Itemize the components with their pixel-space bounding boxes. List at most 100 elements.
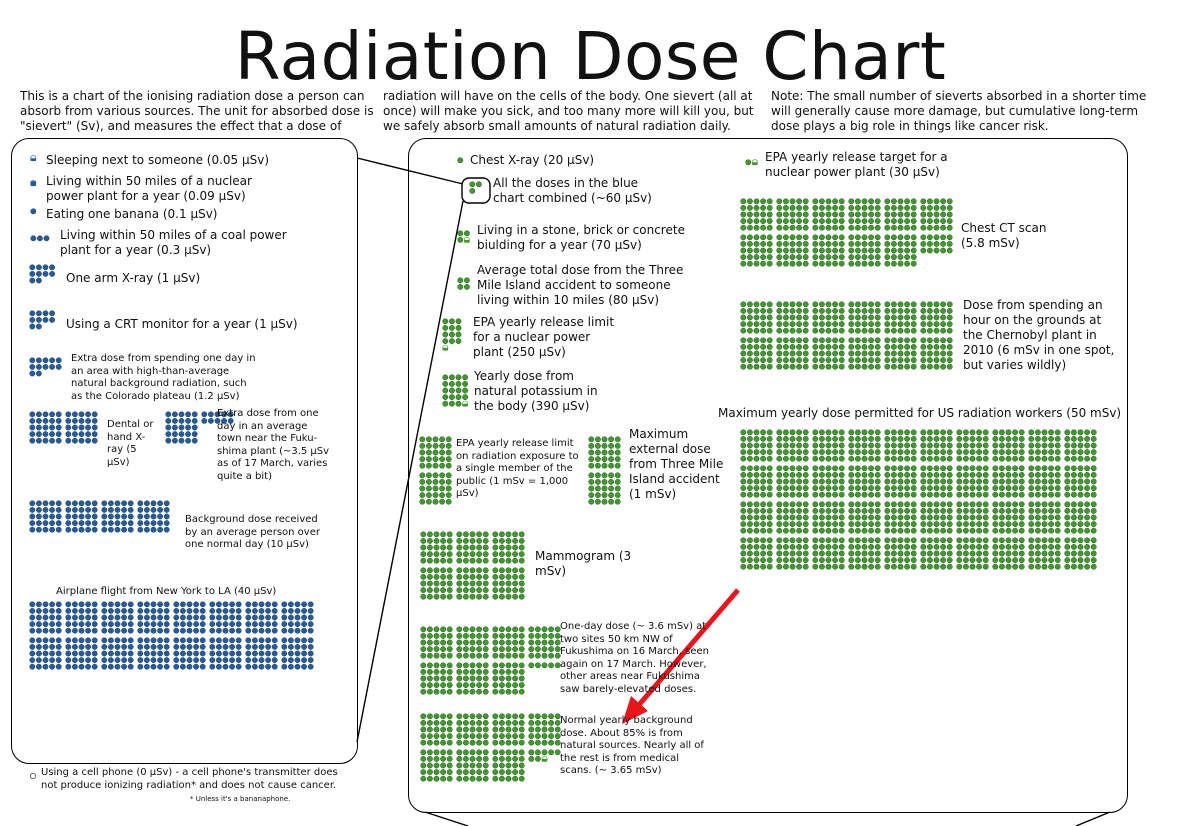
airplane-dot [245,657,252,663]
background-day-dot [137,506,144,513]
us-workers-dot [1041,485,1048,491]
us-workers-dot [802,435,809,442]
us-workers-dot [1041,501,1048,508]
us-workers-dot [999,465,1005,472]
background-day-dot [49,513,55,520]
us-workers-dot [1048,527,1055,534]
mammogram-dot [476,580,482,587]
us-workers-dot [910,514,917,521]
label-blue-combined: All the doses in the blue chart combined… [493,176,652,205]
airplane-dot [85,614,92,621]
mammogram-dot [462,567,469,574]
us-workers-dot [838,501,845,508]
airplane-dot [65,601,72,608]
background-day-dot [29,520,36,526]
us-workers-dot [1054,442,1061,449]
mammogram-dot [426,538,433,544]
us-workers-dot [861,455,868,462]
chest-ct-dot [855,198,861,205]
chest-ct-dot [832,240,838,247]
us-workers-dot [832,429,838,436]
us-workers-dot [1084,527,1091,534]
fukushima-sites-dot [492,633,499,639]
us-workers-dot [1018,442,1025,449]
background-day-dot [137,500,144,507]
us-workers-dot [789,471,796,478]
fukushima-sites-dot [512,662,518,669]
airplane-dot [222,644,229,650]
potassium-dot [462,394,468,400]
us-workers-dot [1090,429,1097,436]
three-mile-max-dot [608,456,614,462]
label-fukushima-sites: One-day dose (~ 3.6 mSv) at two sites 50… [560,621,709,695]
airplane-dot [199,637,206,644]
airplane-dot [127,663,134,670]
us-workers-dot [783,455,789,462]
us-workers-dot [999,507,1005,514]
us-workers-dot [740,435,747,442]
airplane-dot [307,650,314,657]
us-workers-dot [861,557,868,563]
chest-ct-dot [904,198,910,205]
mammogram-dot [518,587,525,593]
normal-background-dot [535,720,541,726]
us-workers-dot [999,563,1005,570]
normal-background-dot [420,726,427,733]
background-day-dot [163,513,170,520]
chernobyl-dot [897,314,904,321]
airplane-dot [229,657,236,663]
us-workers-dot [766,485,773,491]
fukushima-town-dot [207,417,214,424]
normal-background-dot [554,733,561,739]
chernobyl-dot [910,301,917,308]
normal-background-dot [541,739,548,746]
chest-ct-dot [776,211,783,218]
us-workers-dot [753,501,760,508]
mammogram-dot [469,531,476,538]
crt-dot [42,316,49,323]
epa-limit-plant-dot [442,338,449,344]
airplane-dot [101,614,108,621]
us-workers-dot [999,544,1005,550]
us-workers-dot [1018,514,1025,521]
chernobyl-dot [884,314,891,321]
chest-ct-dot [861,240,868,247]
airplane-dot [265,627,271,634]
fukushima-sites-dot [469,626,476,633]
mammogram-dot [512,567,518,574]
mammogram-dot [456,580,463,587]
us-workers-dot [933,491,940,498]
chest-ct-dot [910,211,917,218]
chernobyl-dot [855,363,861,370]
mammogram-dot [440,587,446,593]
us-workers-dot [1084,557,1091,563]
us-workers-dot [825,471,832,478]
epa-public-dot [419,449,426,456]
us-workers-dot [1054,544,1061,550]
fukushima-sites-dot [492,688,499,695]
fukushima-sites-dot [469,633,476,639]
airplane-dot [78,601,85,608]
airplane-dot [265,663,271,670]
us-workers-dot [1077,514,1084,521]
us-workers-dot [884,537,891,544]
us-workers-dot [1041,429,1048,436]
normal-background-dot [433,726,440,733]
colorado-dot [55,363,62,370]
chernobyl-dot [897,301,904,308]
us-workers-dot [1041,521,1048,527]
mammogram-dot [512,551,518,557]
us-workers-dot [740,471,747,478]
three-mile-max-dot [614,478,621,485]
epa-public-dot [445,449,452,456]
us-workers-dot [819,435,825,442]
us-workers-dot [760,507,766,514]
fukushima-town-dot [207,411,214,418]
chest-ct-dot [819,234,825,241]
background-day-dot [91,506,98,513]
us-workers-dot [910,465,917,472]
us-workers-dot [1041,514,1048,521]
chernobyl-dot [740,363,747,370]
chest-ct-dot [789,260,796,267]
us-workers-dot [1035,514,1041,521]
